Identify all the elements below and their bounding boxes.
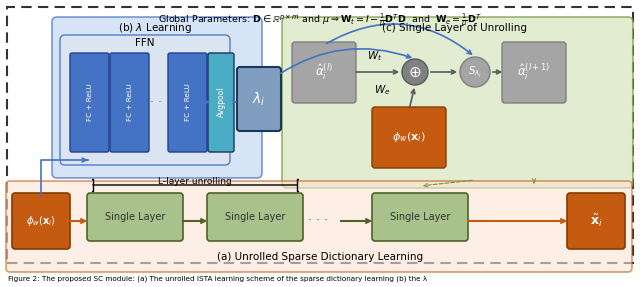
Text: Single Layer: Single Layer <box>225 212 285 222</box>
Text: FC + ReLU: FC + ReLU <box>184 84 191 121</box>
FancyBboxPatch shape <box>208 53 234 152</box>
Circle shape <box>460 57 490 87</box>
Text: (a) Unrolled Sparse Dictionary Learning: (a) Unrolled Sparse Dictionary Learning <box>217 252 423 262</box>
FancyBboxPatch shape <box>60 35 230 165</box>
FancyBboxPatch shape <box>70 53 109 152</box>
FancyBboxPatch shape <box>7 7 633 263</box>
Text: · · ·: · · · <box>142 96 162 108</box>
FancyBboxPatch shape <box>292 42 356 103</box>
Text: L-layer unrolling: L-layer unrolling <box>158 177 232 187</box>
FancyBboxPatch shape <box>87 193 183 241</box>
Text: FC + ReLU: FC + ReLU <box>127 84 132 121</box>
FancyBboxPatch shape <box>168 53 207 152</box>
Text: $\hat{\alpha}_i^{(l)}$: $\hat{\alpha}_i^{(l)}$ <box>315 62 333 82</box>
FancyBboxPatch shape <box>110 53 149 152</box>
Text: Global Parameters: $\mathbf{D} \in \mathbb{R}^{p \times m}$ and $\mu \Rightarrow: Global Parameters: $\mathbf{D} \in \math… <box>158 13 482 29</box>
FancyBboxPatch shape <box>502 42 566 103</box>
FancyBboxPatch shape <box>6 181 632 272</box>
Text: Single Layer: Single Layer <box>390 212 450 222</box>
Text: Avgpool: Avgpool <box>216 87 225 117</box>
Text: $W_t$: $W_t$ <box>367 49 383 63</box>
Text: $\tilde{\mathbf{x}}_i$: $\tilde{\mathbf{x}}_i$ <box>589 213 602 229</box>
Text: · · ·: · · · <box>308 214 328 228</box>
Text: $\phi_w(\mathbf{x}_i)$: $\phi_w(\mathbf{x}_i)$ <box>392 130 426 144</box>
Text: FC + ReLU: FC + ReLU <box>86 84 93 121</box>
FancyBboxPatch shape <box>237 67 281 131</box>
Text: $S_{\lambda_i}$: $S_{\lambda_i}$ <box>468 65 482 79</box>
Circle shape <box>402 59 428 85</box>
Text: $\phi_w(\mathbf{x}_i)$: $\phi_w(\mathbf{x}_i)$ <box>26 214 56 228</box>
Text: (c) Single Layer of Unrolling: (c) Single Layer of Unrolling <box>383 23 527 33</box>
FancyBboxPatch shape <box>282 17 633 188</box>
Text: $\oplus$: $\oplus$ <box>408 65 422 79</box>
FancyBboxPatch shape <box>567 193 625 249</box>
Text: FFN: FFN <box>135 38 155 48</box>
Text: Single Layer: Single Layer <box>105 212 165 222</box>
FancyBboxPatch shape <box>52 17 262 178</box>
Text: $W_e$: $W_e$ <box>374 83 390 97</box>
Text: $\hat{\alpha}_i^{(l+1)}$: $\hat{\alpha}_i^{(l+1)}$ <box>517 62 550 82</box>
Text: (b) $\lambda$ Learning: (b) $\lambda$ Learning <box>118 21 192 35</box>
Text: Figure 2: The proposed SC module: (a) The unrolled ISTA learning scheme of the s: Figure 2: The proposed SC module: (a) Th… <box>8 276 427 282</box>
FancyBboxPatch shape <box>372 107 446 168</box>
FancyBboxPatch shape <box>12 193 70 249</box>
Text: $\lambda_i$: $\lambda_i$ <box>252 90 266 108</box>
FancyBboxPatch shape <box>372 193 468 241</box>
FancyBboxPatch shape <box>207 193 303 241</box>
